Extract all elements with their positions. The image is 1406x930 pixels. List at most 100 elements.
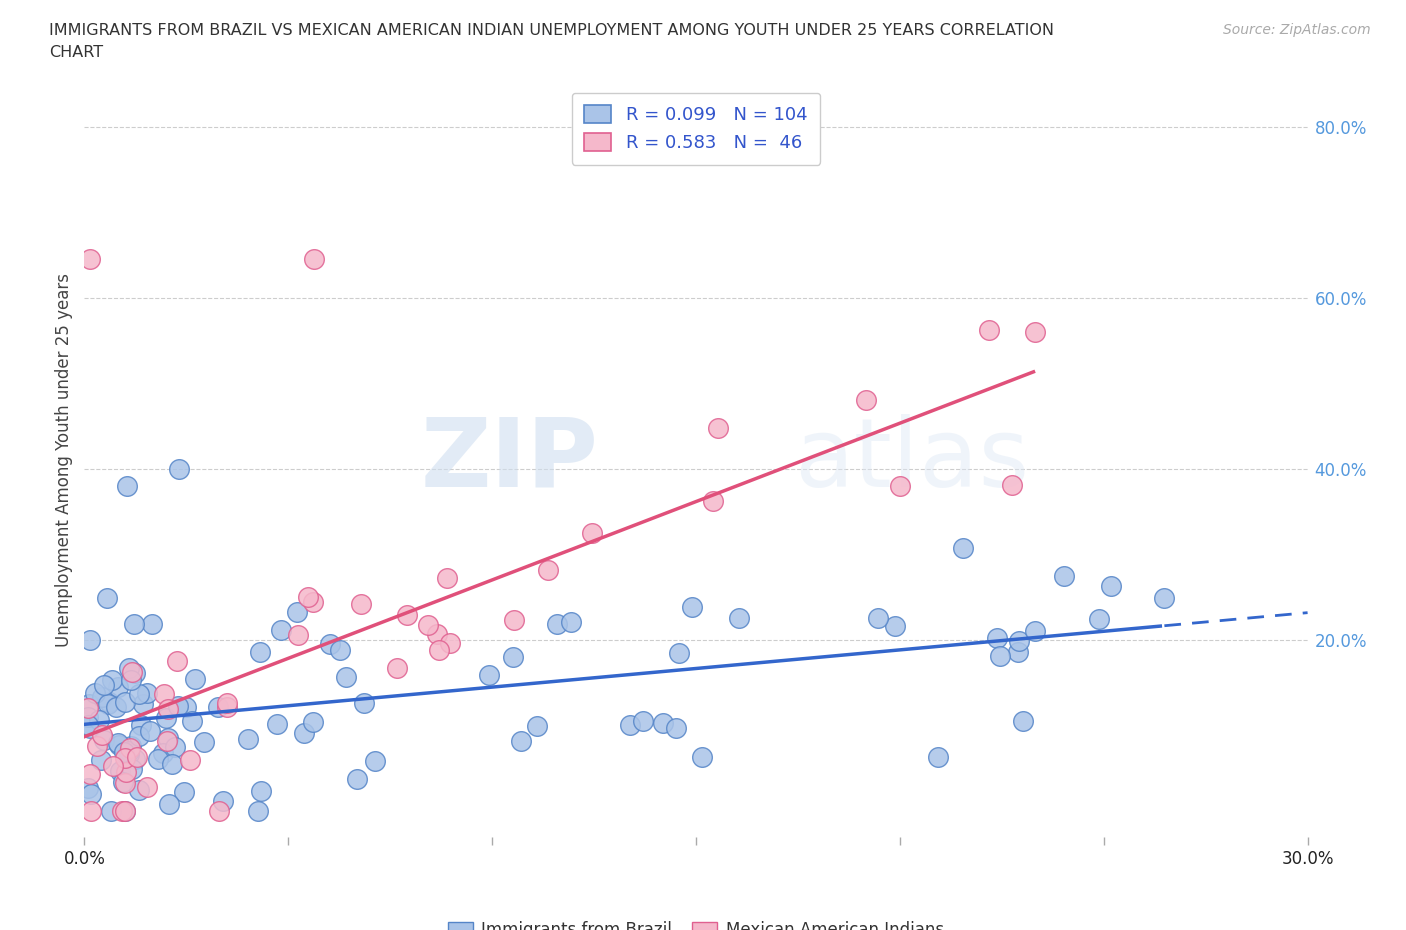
Point [173, 784, 195, 799]
Point [87, 712, 110, 727]
Point [107, 737, 129, 752]
Point [117, 746, 139, 761]
Point [80, 787, 103, 802]
Point [167, 461, 190, 476]
Point [217, 699, 239, 714]
Text: IMMIGRANTS FROM BRAZIL VS MEXICAN AMERICAN INDIAN UNEMPLOYMENT AMONG YOUTH UNDER: IMMIGRANTS FROM BRAZIL VS MEXICAN AMERIC… [49, 23, 1054, 38]
Point [1007, 644, 1029, 659]
Point [249, 784, 271, 799]
Point [77, 717, 100, 732]
Point [478, 668, 501, 683]
Point [90, 753, 112, 768]
Point [135, 685, 157, 700]
Point [120, 740, 142, 755]
Point [503, 612, 526, 627]
Point [270, 622, 292, 637]
Point [98, 695, 121, 710]
Point [353, 696, 375, 711]
Point [107, 680, 129, 695]
Point [665, 721, 688, 736]
Point [160, 757, 183, 772]
Point [619, 718, 641, 733]
Point [294, 725, 316, 740]
Point [155, 711, 177, 725]
Point [439, 635, 461, 650]
Point [100, 804, 122, 818]
Point [510, 733, 533, 748]
Point [120, 672, 142, 687]
Point [385, 660, 408, 675]
Point [304, 252, 326, 267]
Point [1008, 633, 1031, 648]
Point [117, 661, 139, 676]
Point [157, 797, 180, 812]
Point [79, 721, 101, 736]
Point [927, 750, 949, 764]
Point [165, 739, 187, 754]
Point [1011, 713, 1033, 728]
Point [217, 696, 239, 711]
Point [91, 727, 114, 742]
Point [1024, 623, 1046, 638]
Point [350, 596, 373, 611]
Point [139, 724, 162, 738]
Point [211, 793, 233, 808]
Point [986, 631, 1008, 645]
Point [208, 804, 231, 818]
Point [883, 619, 905, 634]
Point [207, 699, 229, 714]
Point [249, 644, 271, 659]
Point [111, 804, 134, 818]
Point [114, 804, 136, 818]
Point [97, 697, 120, 711]
Point [301, 715, 323, 730]
Point [121, 665, 143, 680]
Point [855, 393, 877, 408]
Point [107, 736, 129, 751]
Point [1099, 578, 1122, 593]
Point [93, 733, 115, 748]
Point [728, 610, 751, 625]
Point [157, 702, 180, 717]
Point [988, 649, 1011, 664]
Point [124, 751, 146, 766]
Text: Source: ZipAtlas.com: Source: ZipAtlas.com [1223, 23, 1371, 37]
Point [179, 752, 201, 767]
Point [156, 730, 179, 745]
Point [120, 738, 142, 753]
Point [690, 750, 713, 764]
Point [546, 617, 568, 631]
Point [302, 595, 325, 610]
Point [135, 779, 157, 794]
Point [127, 750, 149, 764]
Point [96, 591, 118, 605]
Point [560, 614, 582, 629]
Point [952, 541, 974, 556]
Point [668, 645, 690, 660]
Point [128, 686, 150, 701]
Point [105, 699, 128, 714]
Point [184, 671, 207, 686]
Point [86, 738, 108, 753]
Point [180, 713, 202, 728]
Point [91, 690, 114, 705]
Point [346, 772, 368, 787]
Point [121, 762, 143, 777]
Point [581, 525, 603, 540]
Point [1001, 477, 1024, 492]
Point [93, 678, 115, 693]
Point [118, 743, 141, 758]
Point [112, 775, 135, 790]
Point [77, 780, 100, 795]
Point [266, 716, 288, 731]
Point [141, 617, 163, 631]
Point [297, 590, 319, 604]
Point [329, 643, 352, 658]
Point [101, 759, 124, 774]
Point [247, 804, 270, 818]
Point [148, 751, 170, 766]
Point [537, 563, 560, 578]
Point [193, 735, 215, 750]
Point [114, 776, 136, 790]
Point [174, 699, 197, 714]
